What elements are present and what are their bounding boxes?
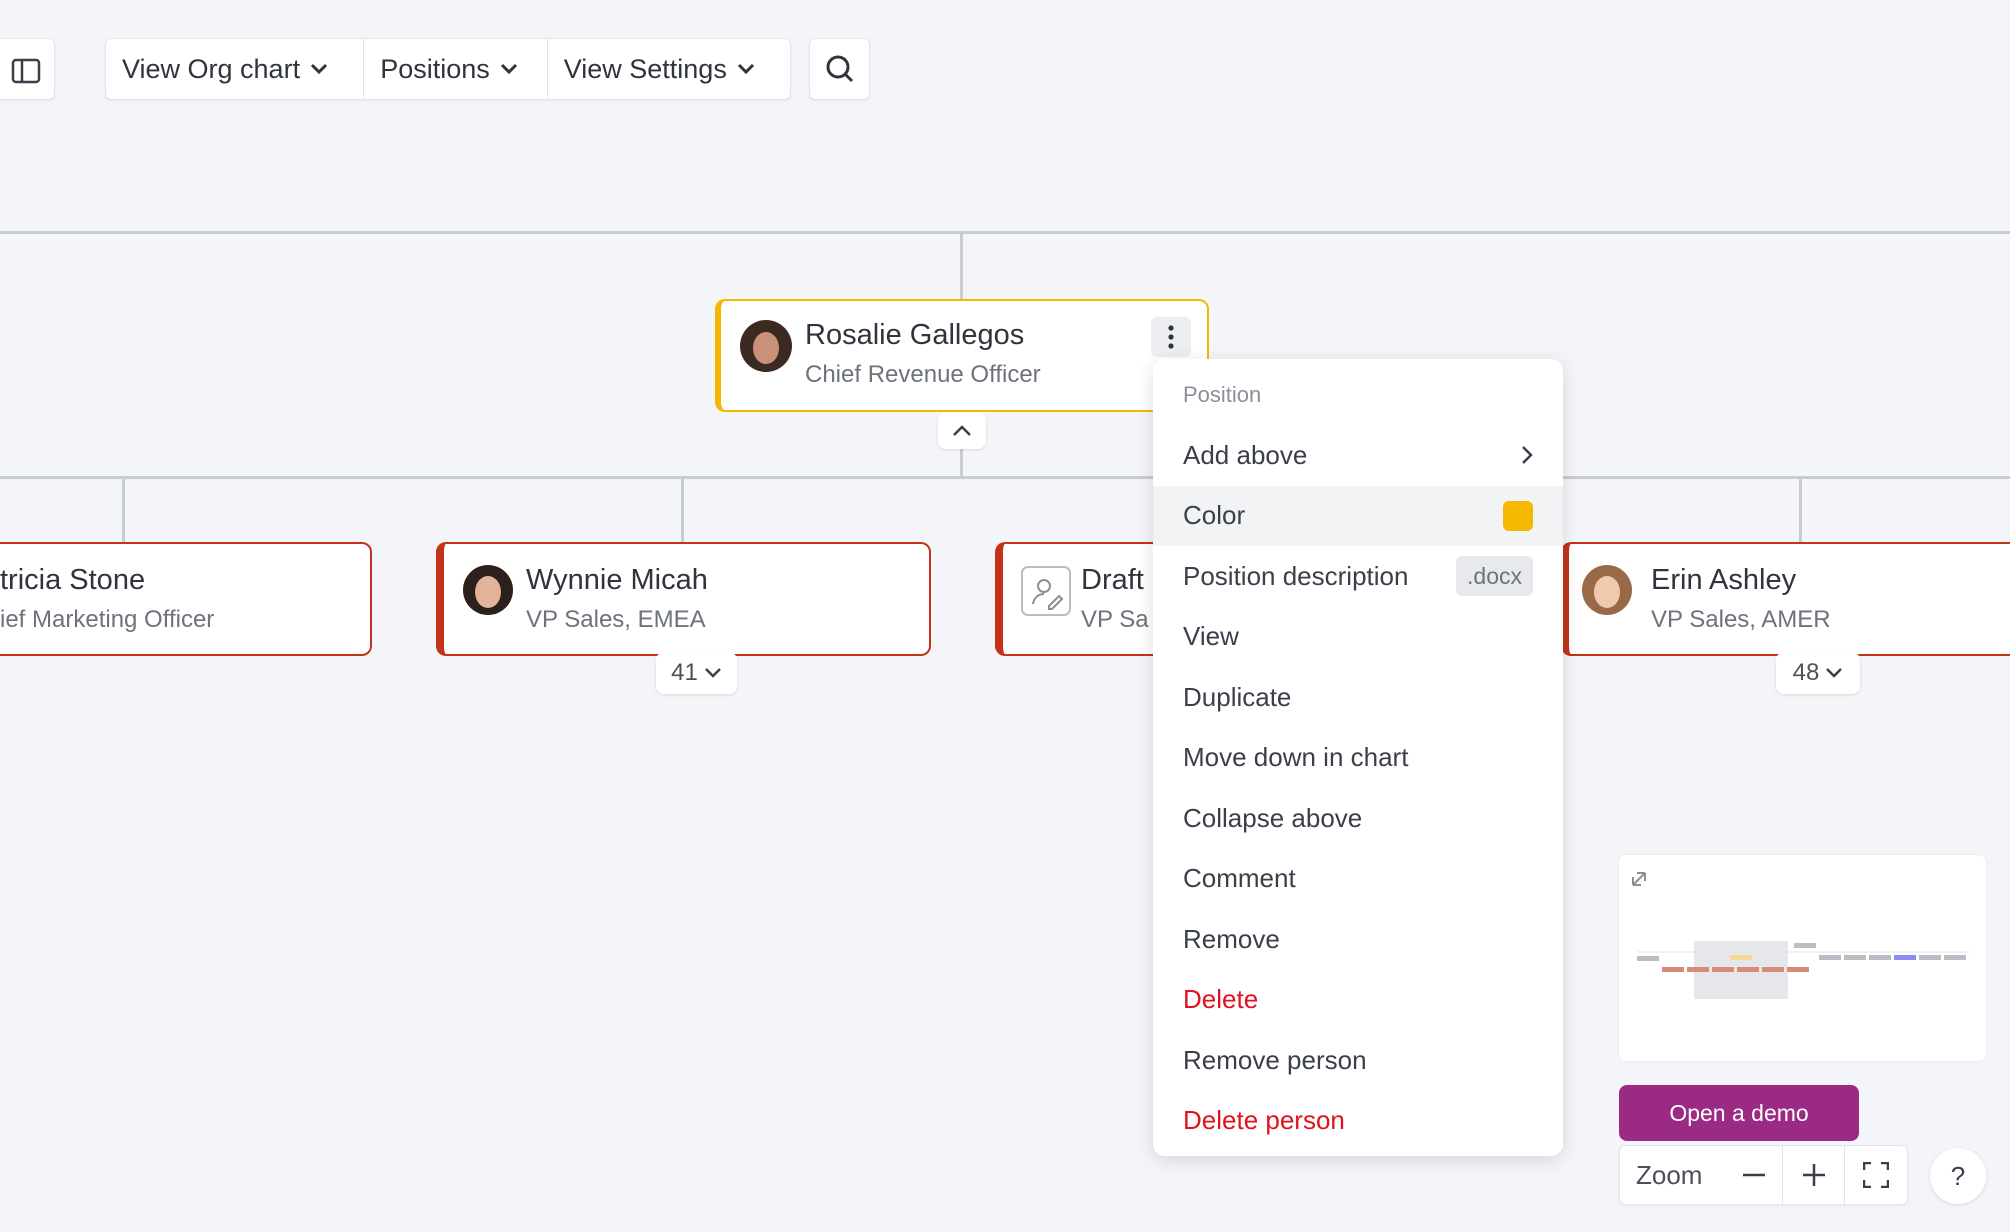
minus-icon (1742, 1173, 1765, 1177)
label: Delete person (1183, 1105, 1345, 1136)
label: Collapse above (1183, 802, 1363, 833)
menu-item[interactable]: Collapse above (1153, 788, 1563, 849)
zoom-in[interactable] (1783, 1146, 1846, 1204)
fullscreen[interactable] (1845, 1146, 1907, 1204)
person-name: Wynnie Micah (526, 564, 708, 596)
connector (122, 477, 125, 542)
avatar (740, 320, 792, 372)
color-swatch (1503, 500, 1533, 531)
kebab-icon (1168, 325, 1174, 349)
person-name: Draft (1081, 564, 1144, 596)
label: Remove (1183, 923, 1280, 954)
minimap[interactable] (1618, 854, 1987, 1062)
menu-item[interactable]: Delete (1153, 970, 1563, 1031)
file-pill: .docx (1456, 556, 1533, 596)
label: Move down in chart (1183, 742, 1409, 773)
chevron-right (1522, 446, 1533, 464)
connector (0, 231, 2010, 234)
zoom-control: Zoom (1619, 1145, 1908, 1205)
position-title: VP Sales, EMEA (526, 606, 706, 633)
position-card[interactable]: Rosalie Gallegos Chief Revenue Officer (715, 299, 1209, 412)
position-card[interactable]: tricia Stone ief Marketing Officer (0, 542, 372, 656)
menu-item[interactable]: Add above (1153, 425, 1563, 486)
position-card[interactable]: Wynnie Micah VP Sales, EMEA (436, 542, 931, 656)
zoom-out[interactable]: Zoom (1620, 1146, 1783, 1204)
position-title: VP Sa (1081, 606, 1149, 633)
label: Positions (380, 53, 490, 84)
label: Comment (1183, 863, 1296, 894)
label: View Settings (563, 53, 727, 84)
connector (0, 476, 2010, 479)
label: Position description (1183, 560, 1409, 591)
connector (1799, 477, 1802, 542)
open-demo-button[interactable]: Open a demo (1619, 1085, 1859, 1141)
person-name: Rosalie Gallegos (805, 319, 1025, 351)
position-title: VP Sales, AMER (1651, 606, 1831, 633)
label: Duplicate (1183, 681, 1292, 712)
kebab-button[interactable] (1151, 317, 1191, 357)
menu-item[interactable]: Remove person (1153, 1030, 1563, 1091)
sidebar-toggle[interactable] (0, 38, 55, 100)
chevron (1826, 668, 1843, 678)
chevron (704, 668, 721, 678)
position-title: ief Marketing Officer (0, 606, 215, 633)
label: View Org chart (122, 53, 301, 84)
collapse-button[interactable] (938, 412, 986, 449)
count-badge[interactable]: 48 (1776, 652, 1860, 694)
label: Delete (1183, 984, 1259, 1015)
avatar (1582, 565, 1632, 615)
fullscreen-icon (1863, 1162, 1890, 1188)
zoom-label: Zoom (1636, 1159, 1703, 1190)
toolbar: View Org chart Positions View Settings (105, 38, 791, 100)
minimap-drawing (1632, 872, 1969, 999)
menu-header: Position (1183, 382, 1262, 407)
person-name: Erin Ashley (1651, 564, 1797, 596)
menu-item[interactable]: Color (1153, 485, 1563, 546)
chevron (311, 63, 328, 75)
connector (960, 232, 963, 299)
plus-icon (1802, 1164, 1825, 1186)
count: 48 (1792, 659, 1820, 686)
search-button[interactable] (809, 38, 870, 100)
chevron (737, 63, 754, 75)
label: Add above (1183, 439, 1308, 470)
label: Remove person (1183, 1044, 1367, 1075)
context-menu: Position Add above Color Position descri… (1153, 359, 1563, 1156)
connector (681, 477, 684, 542)
menu-item[interactable]: Duplicate (1153, 667, 1563, 728)
label: Color (1183, 500, 1246, 531)
chevron (500, 63, 517, 75)
menu-item[interactable]: Comment (1153, 849, 1563, 910)
count: 41 (671, 659, 698, 686)
draft-icon (1021, 566, 1071, 616)
menu-item[interactable]: Remove (1153, 909, 1563, 970)
menu-item[interactable]: Delete person (1153, 1091, 1563, 1152)
position-title: Chief Revenue Officer (805, 361, 1041, 388)
position-card[interactable]: Erin Ashley VP Sales, AMER (1561, 542, 2010, 656)
avatar (463, 565, 513, 615)
person-name: tricia Stone (0, 564, 146, 596)
search-icon (826, 55, 854, 83)
menu-item[interactable]: Move down in chart (1153, 728, 1563, 789)
view-settings[interactable]: View Settings (548, 39, 790, 99)
sidebar-icon (11, 58, 41, 84)
positions[interactable]: Positions (364, 39, 548, 99)
view-org-chart[interactable]: View Org chart (106, 39, 365, 99)
menu-item[interactable]: Position description .docx (1153, 546, 1563, 607)
help-button[interactable]: ? (1930, 1148, 1986, 1204)
count-badge[interactable]: 41 (656, 652, 737, 694)
menu-item[interactable]: View (1153, 607, 1563, 668)
label: View (1183, 621, 1239, 652)
chevron-up (953, 424, 971, 436)
